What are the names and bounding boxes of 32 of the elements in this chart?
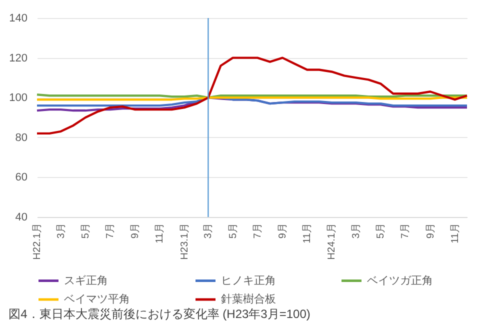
x-tick-label: 11月 bbox=[302, 223, 314, 244]
legend-label: ベイマツ平角 bbox=[64, 294, 130, 306]
x-tick-label: H22.1月 bbox=[32, 223, 43, 260]
x-tick-label: 3月 bbox=[56, 223, 67, 239]
x-tick-label: 9月 bbox=[130, 223, 142, 239]
y-tick-label: 140 bbox=[9, 12, 28, 24]
line-series bbox=[36, 56, 468, 135]
x-tick-label: 3月 bbox=[203, 223, 214, 239]
x-tick-label: 11月 bbox=[154, 223, 166, 244]
y-tick-label: 40 bbox=[15, 212, 28, 224]
y-tick-label: 120 bbox=[9, 52, 28, 64]
x-tick-label: H24.1月 bbox=[326, 223, 338, 260]
y-tick-label: 100 bbox=[9, 92, 28, 104]
x-tick-label: 5月 bbox=[376, 223, 387, 239]
legend-label: スギ正角 bbox=[64, 274, 108, 287]
line-series bbox=[36, 96, 468, 107]
x-tick-label: 7月 bbox=[400, 223, 412, 239]
x-tick-label: 5月 bbox=[228, 223, 239, 239]
legend-label: ベイツガ正角 bbox=[367, 274, 433, 287]
x-tick-label: 7月 bbox=[105, 223, 116, 239]
x-tick-label: 7月 bbox=[252, 223, 264, 239]
legend-label: 針葉樹合板 bbox=[221, 292, 276, 306]
y-tick-label: 80 bbox=[15, 132, 28, 144]
y-tick-label: 60 bbox=[15, 172, 28, 184]
x-tick-label: 3月 bbox=[350, 223, 362, 239]
x-tick-label: 9月 bbox=[277, 223, 288, 239]
legend-label: ヒノキ正角 bbox=[221, 274, 276, 287]
text: 図4．東日本大震災前後における変化率 (H23年3月=100) bbox=[8, 307, 310, 321]
x-tick-label: 5月 bbox=[80, 223, 92, 239]
x-tick-label: H23.1月 bbox=[179, 223, 190, 260]
x-tick-label: 9月 bbox=[425, 223, 436, 239]
x-tick-label: 11月 bbox=[450, 223, 461, 244]
